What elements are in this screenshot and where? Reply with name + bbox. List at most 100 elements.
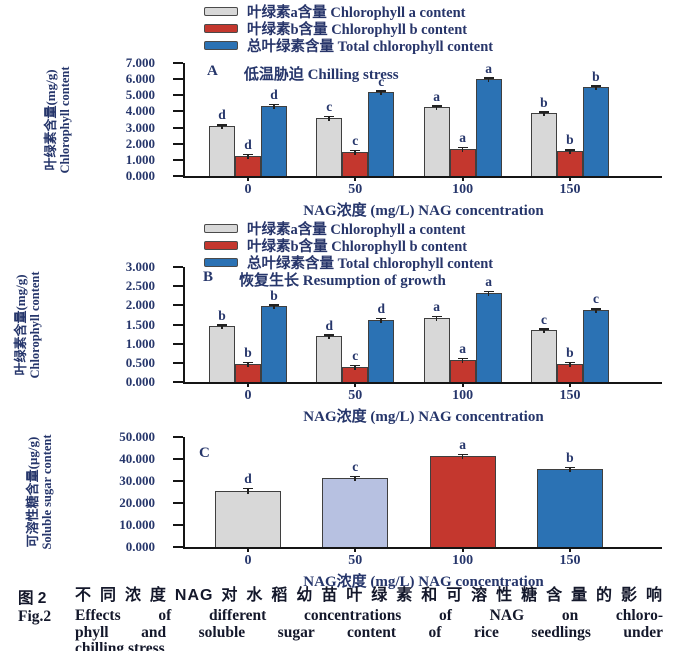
error-bar-stem (435, 315, 438, 321)
error-bar (538, 328, 549, 334)
error-bar-stem (543, 328, 545, 334)
error-bar-stem (380, 90, 383, 96)
legend-item: 总叶绿素含量 Total chlorophyll content (204, 38, 493, 55)
chart-soluble-sugar: 可溶性糖含量(μg/g) Soluble sugar content C 0 50 100… (0, 429, 683, 593)
error-bar-stem (273, 103, 275, 109)
bar-group: a a a (423, 275, 502, 382)
chlorophyll-b-swatch-icon (204, 24, 238, 33)
error-bar (431, 105, 442, 111)
legend-top: 叶绿素a含量 Chlorophyll a content 叶绿素b含量 Chlor… (204, 4, 493, 55)
y-axis-title: 叶绿素含量(mg/g) Chlorophyll content (13, 271, 43, 378)
bar: a (475, 62, 502, 176)
chlorophyll-a-swatch-icon (204, 7, 238, 16)
panel-letter: A (207, 63, 218, 79)
error-bar-stem (247, 487, 249, 494)
x-tick (568, 382, 571, 387)
bar: b (582, 70, 609, 176)
x-tick-label: 100 (452, 553, 474, 568)
significance-letter: a (433, 88, 440, 104)
bar-group: b b b (530, 70, 609, 176)
panel-letter: B (203, 269, 214, 285)
x-tick (461, 547, 464, 552)
y-axis-title-cn: 叶绿素含量(mg/g) (13, 273, 28, 376)
bar: b (234, 346, 261, 382)
y-tick-label: 0.500 (125, 354, 155, 370)
x-axis-title: NAG浓度 (mg/L) NAG concentration (303, 409, 544, 425)
bar: c (342, 349, 369, 382)
caption-fig-label-cn: 图 2 (18, 590, 47, 607)
y-tick (173, 94, 183, 97)
significance-letter: a (459, 437, 466, 453)
bar: a (449, 131, 476, 176)
legend-item: 总叶绿素含量 Total chlorophyll content (204, 255, 493, 272)
error-bar (268, 103, 279, 109)
legend-item: 叶绿素a含量 Chlorophyll a content (204, 221, 493, 238)
x-tick (354, 176, 357, 181)
legend-item-label: 叶绿素a含量 Chlorophyll a content (247, 222, 466, 238)
total-chlorophyll-swatch-icon (204, 41, 238, 50)
y-tick-label: 0.000 (125, 374, 155, 389)
bar: a (449, 342, 476, 382)
error-bar-stem (435, 105, 438, 111)
y-tick (173, 110, 183, 113)
error-bar-stem (328, 115, 331, 121)
error-bar (350, 475, 361, 481)
bar: b (530, 96, 557, 176)
error-bar-stem (595, 85, 597, 91)
y-tick-label: 30.000 (119, 473, 155, 488)
legend-item: 叶绿素b含量 Chlorophyll b content (204, 238, 493, 255)
legend-item: 叶绿素b含量 Chlorophyll b content (204, 21, 493, 38)
significance-letter: a (433, 299, 440, 315)
bar: b (556, 133, 583, 176)
y-tick (173, 342, 183, 345)
y-tick-label: 1.500 (125, 316, 155, 332)
x-axis-title: NAG浓度 (mg/L) NAG concentration (303, 574, 544, 590)
significance-letter: a (485, 274, 492, 290)
panel-title: B 恢复生长 Resumption of growth (203, 269, 446, 290)
plot-area: A 低温胁迫 Chilling stress 0 50 100 150 NAG浓度 (mg/… (173, 62, 662, 219)
y-tick (173, 546, 183, 548)
x-tick (568, 547, 571, 552)
error-bar-stem (328, 334, 331, 339)
bar: d (234, 138, 261, 176)
y-tick-label: 1.000 (125, 151, 155, 167)
error-bar (457, 357, 468, 363)
error-bar (431, 315, 442, 321)
bar: b (536, 451, 603, 547)
significance-letter: c (352, 133, 359, 149)
x-tick-label: 150 (559, 553, 581, 568)
y-tick-label: 0.000 (125, 539, 155, 554)
y-tick-label: 20.000 (119, 495, 155, 510)
y-tick-label: 2.000 (125, 297, 155, 313)
x-tick (568, 176, 571, 181)
error-bar-stem (543, 111, 545, 117)
bar: a (429, 438, 496, 547)
x-tick-label: 0 (244, 388, 252, 403)
significance-letter: c (540, 311, 547, 327)
error-bar-stem (273, 304, 275, 310)
error-bar (268, 304, 279, 310)
error-bar (242, 361, 253, 367)
figure-caption: 图 2 不同浓度NAG对水稻幼苗叶绿素和可溶性糖含量的影响 Fig.2 Effe… (18, 586, 663, 651)
y-tick (173, 175, 183, 177)
y-tick-label: 1.000 (125, 335, 155, 351)
error-bar (564, 361, 575, 367)
y-tick (173, 361, 183, 364)
y-tick-label: 50.000 (119, 429, 155, 444)
significance-letter: d (244, 137, 252, 153)
y-tick (173, 458, 183, 460)
bar-group: a (429, 438, 496, 547)
x-tick-label: 50 (348, 553, 363, 568)
error-bar-stem (487, 290, 490, 296)
error-bar (457, 146, 468, 152)
bar-group: c (322, 460, 389, 547)
bar: a (423, 90, 450, 176)
error-bar-stem (461, 146, 464, 152)
error-bar (483, 77, 494, 83)
plot-area: C 0 50 100 150 NAG浓度 (mg/L) NAG concentration… (173, 436, 662, 590)
panel-title: A 低温胁迫 Chilling stress (207, 63, 399, 84)
significance-letter: a (485, 60, 492, 76)
chart-chilling-stress: 叶绿素含量(mg/g) Chlorophyll content A 低温胁迫 Chil… (0, 55, 683, 222)
error-bar-stem (221, 123, 223, 129)
error-bar (590, 307, 601, 313)
